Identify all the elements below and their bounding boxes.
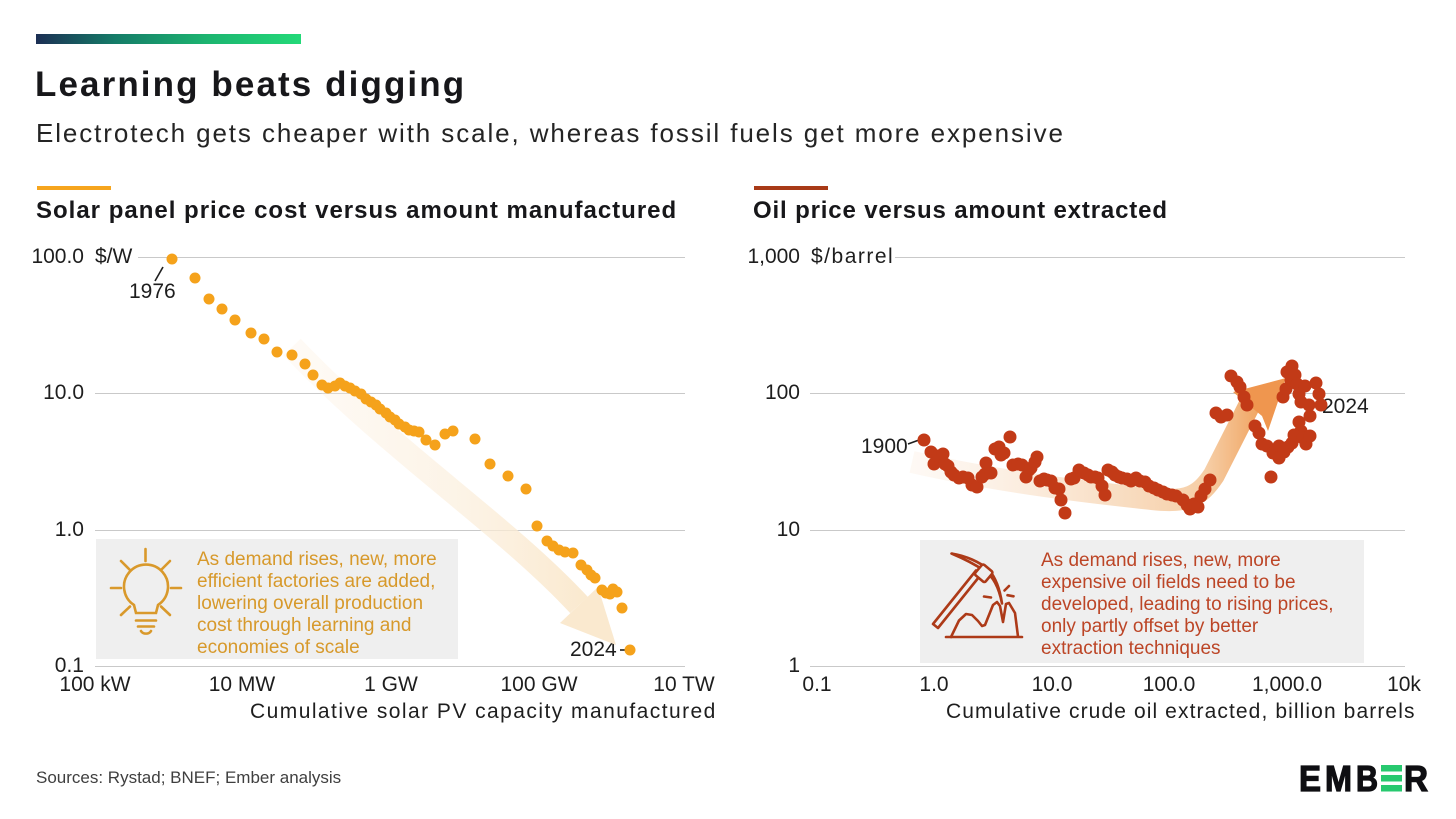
svg-text:B: B [1356, 758, 1378, 799]
svg-text:M: M [1325, 758, 1352, 799]
svg-text:E: E [1299, 758, 1321, 799]
svg-text:R: R [1404, 758, 1428, 799]
